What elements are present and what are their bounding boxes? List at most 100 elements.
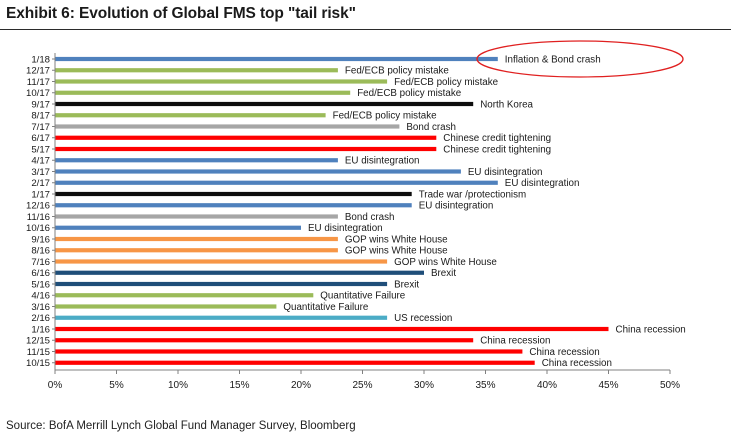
bar-1-17 bbox=[55, 191, 412, 197]
risk-label: China recession bbox=[542, 358, 612, 369]
x-tick-label: 30% bbox=[414, 380, 434, 391]
bar-8-16 bbox=[55, 248, 338, 253]
bar-8-17 bbox=[55, 113, 326, 118]
date-label: 9/17 bbox=[31, 99, 50, 110]
date-label: 4/17 bbox=[31, 156, 50, 167]
bar-11-15 bbox=[55, 349, 523, 354]
risk-label: Brexit bbox=[394, 279, 419, 290]
date-label: 1/16 bbox=[31, 324, 50, 335]
x-tick-label: 5% bbox=[109, 380, 124, 391]
risk-label: Fed/ECB policy mistake bbox=[357, 88, 462, 99]
date-label: 10/17 bbox=[26, 88, 50, 99]
risk-label: Fed/ECB policy mistake bbox=[394, 77, 499, 88]
bar-11-16 bbox=[55, 214, 338, 219]
bar-10-15 bbox=[55, 360, 535, 365]
bar-9-16 bbox=[55, 236, 338, 242]
risk-label: Brexit bbox=[431, 268, 456, 279]
date-label: 2/16 bbox=[31, 313, 50, 324]
risk-label: GOP wins White House bbox=[345, 234, 448, 245]
risk-label: EU disintegration bbox=[345, 156, 420, 167]
date-label: 5/16 bbox=[31, 279, 50, 290]
risk-label: EU disintegration bbox=[308, 223, 383, 234]
date-label: 6/16 bbox=[31, 268, 50, 279]
risk-label: China recession bbox=[529, 347, 599, 358]
chart-title: Exhibit 6: Evolution of Global FMS top "… bbox=[6, 5, 356, 22]
bar-3-17 bbox=[55, 169, 461, 174]
risk-label: US recession bbox=[394, 313, 452, 324]
axis-layer bbox=[52, 53, 671, 374]
bar-3-16 bbox=[55, 304, 277, 309]
date-label: 1/17 bbox=[31, 189, 50, 200]
risk-label: Chinese credit tightening bbox=[443, 133, 551, 144]
risk-label: Fed/ECB policy mistake bbox=[333, 111, 438, 122]
date-label: 12/16 bbox=[26, 201, 50, 212]
bar-12-16 bbox=[55, 203, 412, 208]
date-label: 10/16 bbox=[26, 223, 50, 234]
bar-7-16 bbox=[55, 259, 388, 264]
bar-11-17 bbox=[55, 79, 388, 84]
date-label: 4/16 bbox=[31, 291, 50, 302]
x-tick-label: 10% bbox=[168, 380, 188, 391]
bar-5-17 bbox=[55, 146, 437, 152]
tail-risk-bar-chart: 1/18 Inflation & Bond crash 12/17 Fed/ECB p… bbox=[26, 40, 686, 391]
date-label: 11/15 bbox=[27, 347, 50, 358]
date-label: 6/17 bbox=[31, 133, 50, 144]
risk-label: Bond crash bbox=[345, 212, 395, 223]
bar-1-16 bbox=[55, 326, 609, 332]
date-label: 3/16 bbox=[31, 302, 50, 313]
bar-1-18 bbox=[55, 56, 498, 62]
x-tick-label: 45% bbox=[598, 380, 618, 391]
risk-label: North Korea bbox=[480, 99, 533, 110]
x-tick-label: 0% bbox=[48, 380, 63, 391]
risk-label: Quantitative Failure bbox=[283, 302, 368, 313]
date-label: 11/17 bbox=[27, 77, 50, 88]
date-label: 5/17 bbox=[31, 144, 50, 155]
risk-label: Chinese credit tightening bbox=[443, 144, 551, 155]
highlight-circle bbox=[476, 40, 684, 78]
risk-label: Quantitative Failure bbox=[320, 291, 405, 302]
bar-6-16 bbox=[55, 270, 424, 275]
risk-label: Inflation & Bond crash bbox=[505, 54, 601, 65]
bar-7-17 bbox=[55, 124, 400, 129]
bar-10-16 bbox=[55, 225, 301, 230]
risk-label: EU disintegration bbox=[419, 201, 494, 212]
bars-layer bbox=[55, 56, 609, 365]
risk-label: GOP wins White House bbox=[394, 257, 497, 268]
bar-5-16 bbox=[55, 281, 388, 287]
date-label: 8/16 bbox=[31, 246, 50, 257]
risk-label: China recession bbox=[480, 336, 550, 347]
labels-layer: 1/18 Inflation & Bond crash 12/17 Fed/ECB p… bbox=[26, 54, 686, 391]
bar-12-17 bbox=[55, 68, 338, 73]
date-label: 12/15 bbox=[26, 336, 50, 347]
title-divider bbox=[0, 29, 731, 30]
x-tick-label: 50% bbox=[660, 380, 680, 391]
x-tick-label: 35% bbox=[475, 380, 495, 391]
x-tick-label: 40% bbox=[537, 380, 557, 391]
risk-label: China recession bbox=[616, 324, 686, 335]
date-label: 7/16 bbox=[31, 257, 50, 268]
bar-9-17 bbox=[55, 101, 474, 107]
date-label: 9/16 bbox=[31, 234, 50, 245]
source-note: Source: BofA Merrill Lynch Global Fund M… bbox=[6, 420, 356, 432]
bar-10-17 bbox=[55, 90, 351, 95]
date-label: 1/18 bbox=[31, 54, 50, 65]
risk-label: Fed/ECB policy mistake bbox=[345, 66, 450, 77]
risk-label: GOP wins White House bbox=[345, 246, 448, 257]
date-label: 8/17 bbox=[31, 111, 50, 122]
date-label: 2/17 bbox=[31, 178, 50, 189]
bar-4-17 bbox=[55, 158, 338, 163]
risk-label: Trade war /protectionism bbox=[419, 189, 526, 200]
date-label: 10/15 bbox=[26, 358, 50, 369]
risk-label: EU disintegration bbox=[505, 178, 580, 189]
risk-label: Bond crash bbox=[406, 122, 456, 133]
risk-label: EU disintegration bbox=[468, 167, 543, 178]
date-label: 3/17 bbox=[31, 167, 50, 178]
date-label: 7/17 bbox=[31, 122, 50, 133]
bar-12-15 bbox=[55, 338, 474, 343]
date-label: 11/16 bbox=[27, 212, 50, 223]
bar-6-17 bbox=[55, 135, 437, 140]
date-label: 12/17 bbox=[26, 66, 50, 77]
x-tick-label: 15% bbox=[229, 380, 249, 391]
bar-4-16 bbox=[55, 293, 314, 298]
x-tick-label: 25% bbox=[352, 380, 372, 391]
